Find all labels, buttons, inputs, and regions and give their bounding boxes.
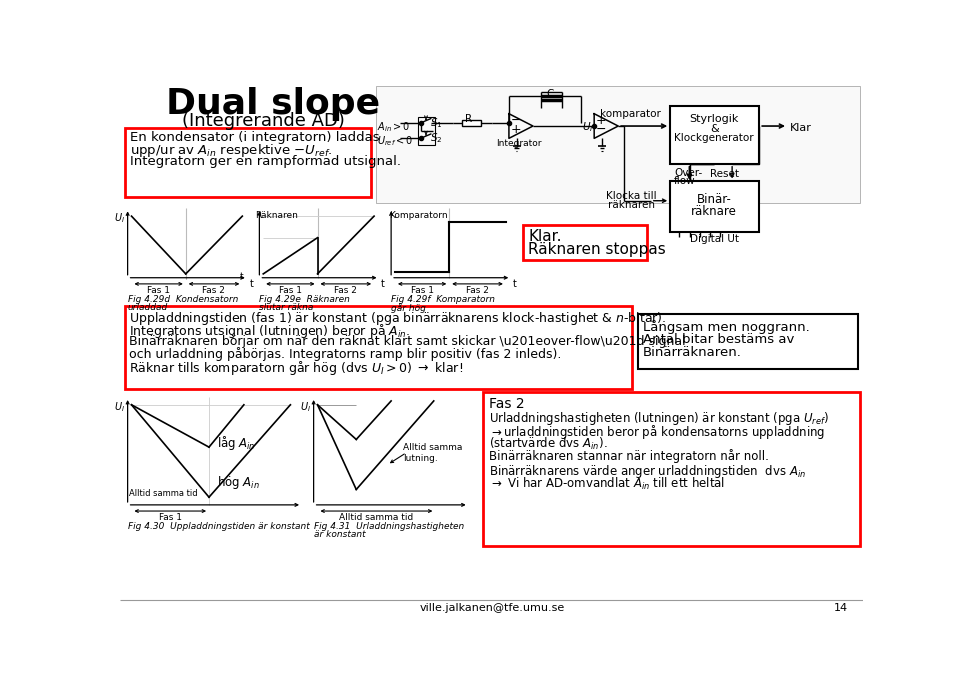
Text: Räknaren: Räknaren xyxy=(255,211,298,220)
Text: t: t xyxy=(513,279,517,290)
Text: Binärräknaren stannar när integratorn når noll.: Binärräknaren stannar när integratorn nå… xyxy=(489,449,769,464)
Text: t: t xyxy=(381,279,385,290)
Text: Klar: Klar xyxy=(789,123,811,133)
Text: Långsam men noggrann.: Långsam men noggrann. xyxy=(643,320,809,334)
Text: $S_1$: $S_1$ xyxy=(430,116,442,130)
Text: upp/ur av $A_{in}$ respektive $-U_{ref}$.: upp/ur av $A_{in}$ respektive $-U_{ref}$… xyxy=(130,142,333,159)
Text: Fas 1: Fas 1 xyxy=(410,286,433,295)
Text: räknaren: räknaren xyxy=(608,200,655,210)
Text: hög $A_{in}$: hög $A_{in}$ xyxy=(217,474,260,491)
Text: Komparatorn: Komparatorn xyxy=(388,211,448,220)
Text: t: t xyxy=(249,279,253,290)
Text: t: t xyxy=(240,272,244,281)
Text: $U_I$: $U_I$ xyxy=(114,211,126,225)
Text: Binärräknaren.: Binärräknaren. xyxy=(643,346,742,359)
Text: Fas 2: Fas 2 xyxy=(466,286,488,295)
Text: C: C xyxy=(547,89,553,99)
Text: &: & xyxy=(710,124,718,134)
Text: slutar räkna: slutar räkna xyxy=(259,303,314,312)
Text: Uppladdningstiden (fas 1) är konstant (pga binärräknarens klock-hastighet & $n$-: Uppladdningstiden (fas 1) är konstant (p… xyxy=(129,310,667,327)
Text: Binärräknaren börjar om när den räknat klart samt skickar \u201eover-flow\u201d : Binärräknaren börjar om när den räknat k… xyxy=(129,334,686,348)
Text: räknare: räknare xyxy=(691,205,737,218)
Text: (Integrerande AD): (Integrerande AD) xyxy=(182,112,344,130)
Bar xyxy=(670,182,760,231)
Text: $A_{in}$$>$0: $A_{in}$$>$0 xyxy=(377,120,410,133)
Text: går hög: går hög xyxy=(391,303,426,313)
Text: Fas 2: Fas 2 xyxy=(202,286,225,295)
Text: $U_I$: $U_I$ xyxy=(582,120,594,133)
Text: Integratons utsignal (lutningen) beror på $A_{in}$.: Integratons utsignal (lutningen) beror p… xyxy=(129,323,410,341)
Text: Fig 4.30  Uppladdningstiden är konstant: Fig 4.30 Uppladdningstiden är konstant xyxy=(128,522,310,531)
Text: Fig 4.29d  Kondensatorn: Fig 4.29d Kondensatorn xyxy=(128,294,238,303)
Text: $S_2$: $S_2$ xyxy=(430,131,442,145)
Text: Digital Ut: Digital Ut xyxy=(690,234,738,244)
Text: Over-: Over- xyxy=(674,168,702,178)
Text: $U_I$: $U_I$ xyxy=(300,400,312,414)
Text: komparator: komparator xyxy=(600,109,662,119)
Text: Fig 4.29f  Komparatorn: Fig 4.29f Komparatorn xyxy=(391,294,495,303)
Text: Fas 2: Fas 2 xyxy=(489,397,525,411)
Text: Urladdningshastigheten (lutningen) är konstant (pga $U_{ref}$): Urladdningshastigheten (lutningen) är ko… xyxy=(489,410,829,427)
Bar xyxy=(523,225,647,260)
Text: +: + xyxy=(510,122,521,135)
Text: $U_{ref}$$<$0: $U_{ref}$$<$0 xyxy=(377,135,413,149)
Bar xyxy=(125,128,371,197)
Text: −: − xyxy=(596,122,606,135)
Text: $U_I$: $U_I$ xyxy=(114,400,126,414)
Text: Klar.: Klar. xyxy=(528,229,562,244)
Text: Styrlogik: Styrlogik xyxy=(690,114,739,124)
Text: ville.jalkanen@tfe.umu.se: ville.jalkanen@tfe.umu.se xyxy=(419,603,565,614)
Text: Klockgenerator: Klockgenerator xyxy=(674,133,754,143)
Text: Fas 1: Fas 1 xyxy=(279,286,302,295)
Text: $\rightarrow$ Vi har AD-omvandlat $A_{in}$ till ett heltal: $\rightarrow$ Vi har AD-omvandlat $A_{in… xyxy=(489,475,725,492)
Text: är konstant: är konstant xyxy=(314,530,365,539)
Text: Klocka till: Klocka till xyxy=(606,191,657,200)
Text: Integratorn ger en rampformad utsignal.: Integratorn ger en rampformad utsignal. xyxy=(130,155,401,167)
Text: Alltid samma
lutning.: Alltid samma lutning. xyxy=(403,444,462,463)
Text: flow: flow xyxy=(674,176,695,186)
Text: Fig 4.31  Urladdningshastigheten: Fig 4.31 Urladdningshastigheten xyxy=(314,522,464,531)
Text: Fas 2: Fas 2 xyxy=(334,286,357,295)
Text: Binärräknarens värde anger urladdningstiden  dvs $A_{in}$: Binärräknarens värde anger urladdningsti… xyxy=(489,462,806,480)
Text: låg $A_{in}$: låg $A_{in}$ xyxy=(217,434,255,452)
Text: Reset: Reset xyxy=(711,169,739,179)
Bar xyxy=(462,120,481,126)
Text: Alltid samma tid: Alltid samma tid xyxy=(339,513,413,522)
Bar xyxy=(482,392,860,547)
Text: −: − xyxy=(510,114,521,127)
Bar xyxy=(376,86,860,203)
Text: Räknar tills komparatorn går hög (dvs $U_I > 0$) $\rightarrow$ klar!: Räknar tills komparatorn går hög (dvs $U… xyxy=(129,359,463,377)
Text: urladdad: urladdad xyxy=(128,303,168,312)
Text: $\rightarrow$urladdningstiden beror på kondensatorns uppladdning: $\rightarrow$urladdningstiden beror på k… xyxy=(489,424,825,442)
Text: Räknaren stoppas: Räknaren stoppas xyxy=(528,243,667,257)
Text: och urladdning påbörjas. Integratorns ramp blir positiv (fas 2 inleds).: och urladdning påbörjas. Integratorns ra… xyxy=(129,347,562,361)
Text: Fas 1: Fas 1 xyxy=(159,513,182,522)
Text: En kondensator (i integratorn) laddas: En kondensator (i integratorn) laddas xyxy=(130,131,380,144)
Text: Binär-: Binär- xyxy=(697,193,732,206)
Bar xyxy=(670,106,760,164)
Text: (startvärde dvs $A_{in}$).: (startvärde dvs $A_{in}$). xyxy=(489,436,607,453)
Text: Alltid samma tid: Alltid samma tid xyxy=(129,489,198,498)
Text: 14: 14 xyxy=(834,603,849,614)
Text: Antal bitar bestäms av: Antal bitar bestäms av xyxy=(643,333,794,346)
Text: Integrator: Integrator xyxy=(496,139,542,148)
Bar xyxy=(418,117,435,144)
Bar xyxy=(638,314,858,370)
Text: Fig 4.29e  Räknaren: Fig 4.29e Räknaren xyxy=(259,294,350,303)
Text: Fas 1: Fas 1 xyxy=(147,286,170,295)
Text: Dual slope: Dual slope xyxy=(166,87,381,121)
Text: R: R xyxy=(465,115,472,124)
Text: +: + xyxy=(596,114,606,127)
Bar xyxy=(125,306,632,390)
